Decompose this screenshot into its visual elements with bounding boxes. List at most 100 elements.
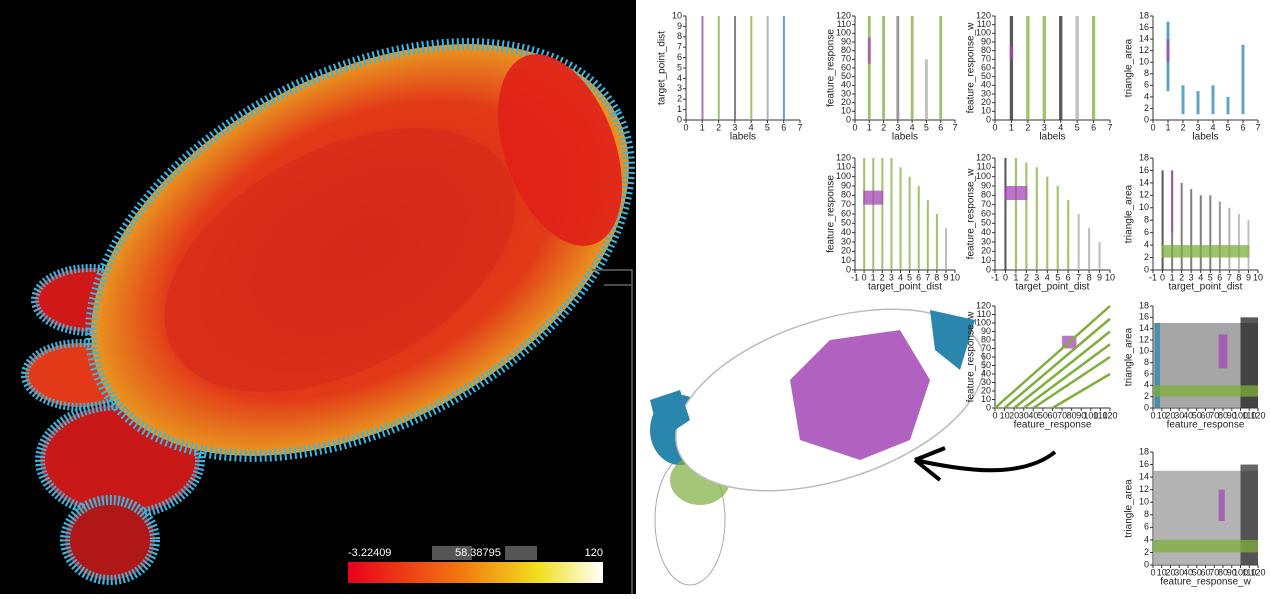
y-tick-label: 40 [981,368,991,378]
point-line [1005,319,1110,408]
y-tick-label: 100 [976,171,991,181]
x-tick-label: 10 [1253,272,1263,282]
y-tick-label: 18 [1139,446,1149,456]
x-tick-label: 10 [1000,410,1010,420]
point-cluster [1067,200,1069,270]
point-cluster [1219,490,1225,521]
y-tick-label: 14 [1139,471,1149,481]
axes [855,158,955,270]
y-axis-label: triangle_area [1124,184,1135,243]
y-tick-label: 14 [1139,177,1149,187]
y-tick-label: 90 [981,180,991,190]
x-tick-label: 10 [950,272,960,282]
point-cluster [1197,91,1200,114]
x-tick-label: 2 [881,122,886,132]
y-axis-label: feature_response_w [966,168,977,259]
x-tick-label: 9 [1097,272,1102,282]
point-cluster [1004,186,1027,200]
y-tick-label: 100 [836,171,851,181]
y-tick-label: 0 [1144,559,1149,569]
y-tick-label: 4 [1144,91,1149,101]
y-tick-label: 8 [1144,357,1149,367]
x-tick-label: 5 [1225,122,1230,132]
selection-mesh [650,274,1007,585]
point-cluster [750,16,752,120]
x-tick-label: 0 [992,122,997,132]
point-cluster [1242,45,1245,114]
y-axis-label: target_point_dist [657,31,668,105]
x-tick-label: 120 [1250,410,1265,420]
y-tick-label: 40 [981,227,991,237]
y-tick-label: 10 [841,255,851,265]
point-cluster [900,167,902,270]
x-tick-label: 6 [781,122,786,132]
y-tick-label: 2 [677,94,682,104]
y-tick-label: 120 [976,300,991,310]
y-tick-label: 4 [1144,380,1149,390]
y-tick-label: 0 [677,114,682,124]
point-cluster [881,158,883,270]
point-cluster [1228,208,1230,270]
y-tick-label: 70 [841,199,851,209]
y-tick-label: 5 [677,62,682,72]
y-tick-label: 100 [976,28,991,38]
point-cluster [911,16,914,120]
y-tick-label: 70 [981,54,991,64]
y-tick-label: 10 [1139,202,1149,212]
y-tick-label: 9 [677,21,682,31]
y-tick-label: 2 [1144,391,1149,401]
point-cluster [1076,16,1079,120]
y-tick-label: 50 [981,360,991,370]
point-cluster [936,214,938,270]
y-tick-label: 110 [977,19,991,29]
x-tick-label: 5 [924,122,929,132]
y-tick-label: 8 [1144,215,1149,225]
y-tick-label: 50 [841,71,851,81]
y-tick-label: 18 [1139,10,1149,20]
y-tick-label: 120 [976,152,991,162]
point-cluster [863,191,883,205]
y-tick-label: 50 [981,218,991,228]
y-tick-label: 2 [1144,547,1149,557]
x-axis-label: feature_response [1167,420,1245,431]
y-axis-label: feature_response_w [966,311,977,402]
y-tick-label: 4 [677,73,682,83]
y-tick-label: 8 [677,31,682,41]
x-axis-label: labels [1039,132,1065,143]
y-tick-label: 16 [1139,459,1149,469]
arrow [915,448,1055,480]
screenshot: -3.22409 58.38795 120 012345678910012345… [0,0,1270,594]
point-cluster [1153,540,1258,553]
y-tick-label: 30 [841,88,851,98]
colorbar-max: 120 [585,547,603,559]
x-tick-label: 1 [867,122,872,132]
y-tick-label: 90 [841,180,851,190]
point-cluster [1025,163,1027,270]
point-cluster [945,228,947,270]
y-tick-label: 110 [837,19,851,29]
point-cluster [1099,242,1101,270]
y-axis-label: feature_response [826,29,837,107]
y-tick-label: 16 [1139,165,1149,175]
x-axis-label: feature_response_w [1160,577,1251,588]
x-tick-label: 0 [862,272,867,282]
point-cluster [1153,385,1258,396]
y-tick-label: 10 [1139,346,1149,356]
colorbar-min: -3.22409 [348,547,391,559]
y-tick-label: 2 [1144,103,1149,113]
y-tick-label: 60 [841,62,851,72]
y-tick-label: 90 [841,36,851,46]
y-tick-label: 20 [841,97,851,107]
point-cluster [863,158,865,270]
y-tick-label: 80 [841,45,851,55]
y-tick-label: 30 [981,88,991,98]
y-tick-label: 60 [841,208,851,218]
point-cluster [1010,16,1013,120]
colorbar-mid: 58.38795 [455,547,501,559]
point-cluster [1182,85,1185,114]
point-cluster [701,16,703,120]
y-tick-label: 20 [981,97,991,107]
y-tick-label: 10 [1139,497,1149,507]
y-tick-label: 60 [981,208,991,218]
y-tick-label: 7 [677,42,682,52]
